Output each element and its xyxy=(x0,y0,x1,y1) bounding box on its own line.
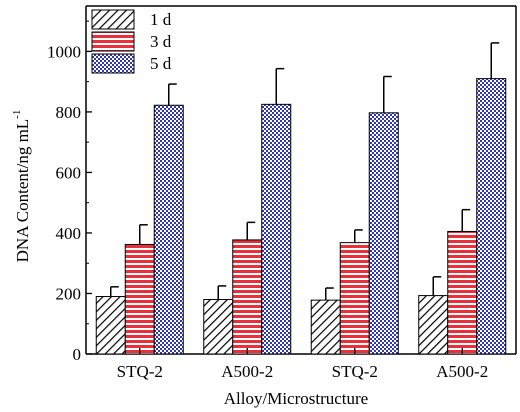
legend-swatch xyxy=(91,9,135,30)
y-tick-label: 1000 xyxy=(47,42,81,61)
bar xyxy=(476,78,507,355)
bar xyxy=(310,299,341,355)
y-tick-label: 200 xyxy=(56,284,82,303)
bar xyxy=(418,295,449,355)
bar xyxy=(339,242,370,355)
bar xyxy=(368,112,399,355)
bar xyxy=(95,296,126,355)
x-axis-title: Alloy/Microstructure xyxy=(224,389,368,408)
legend-label: 5 d xyxy=(150,54,172,73)
legend-label: 1 d xyxy=(150,10,172,29)
y-axis-title-superscript: -1 xyxy=(11,110,23,119)
bar xyxy=(153,104,184,355)
legend-label: 3 d xyxy=(150,32,172,51)
y-axis-title-text: DNA Content/ng mL xyxy=(13,119,32,263)
bar xyxy=(261,103,292,355)
bar xyxy=(203,299,234,355)
bar xyxy=(124,243,155,355)
x-tick-label: STQ-2 xyxy=(117,362,163,381)
x-tick-label: STQ-2 xyxy=(332,362,378,381)
bar xyxy=(447,230,478,355)
plot-area: 0 200 400 600 800 1000 STQ-2 A500-2 STQ-2 A500-2 1… xyxy=(47,5,517,381)
y-tick-label: 0 xyxy=(73,345,82,364)
y-tick-label: 400 xyxy=(56,224,82,243)
x-tick-label: A500-2 xyxy=(221,362,273,381)
x-tick-label: A500-2 xyxy=(436,362,488,381)
bar xyxy=(232,239,263,355)
y-tick-label: 600 xyxy=(56,163,82,182)
legend-swatch xyxy=(91,53,135,74)
y-axis-title: DNA Content/ng mL-1 xyxy=(11,110,32,263)
legend-swatch xyxy=(91,31,135,52)
y-tick-label: 800 xyxy=(56,103,82,122)
